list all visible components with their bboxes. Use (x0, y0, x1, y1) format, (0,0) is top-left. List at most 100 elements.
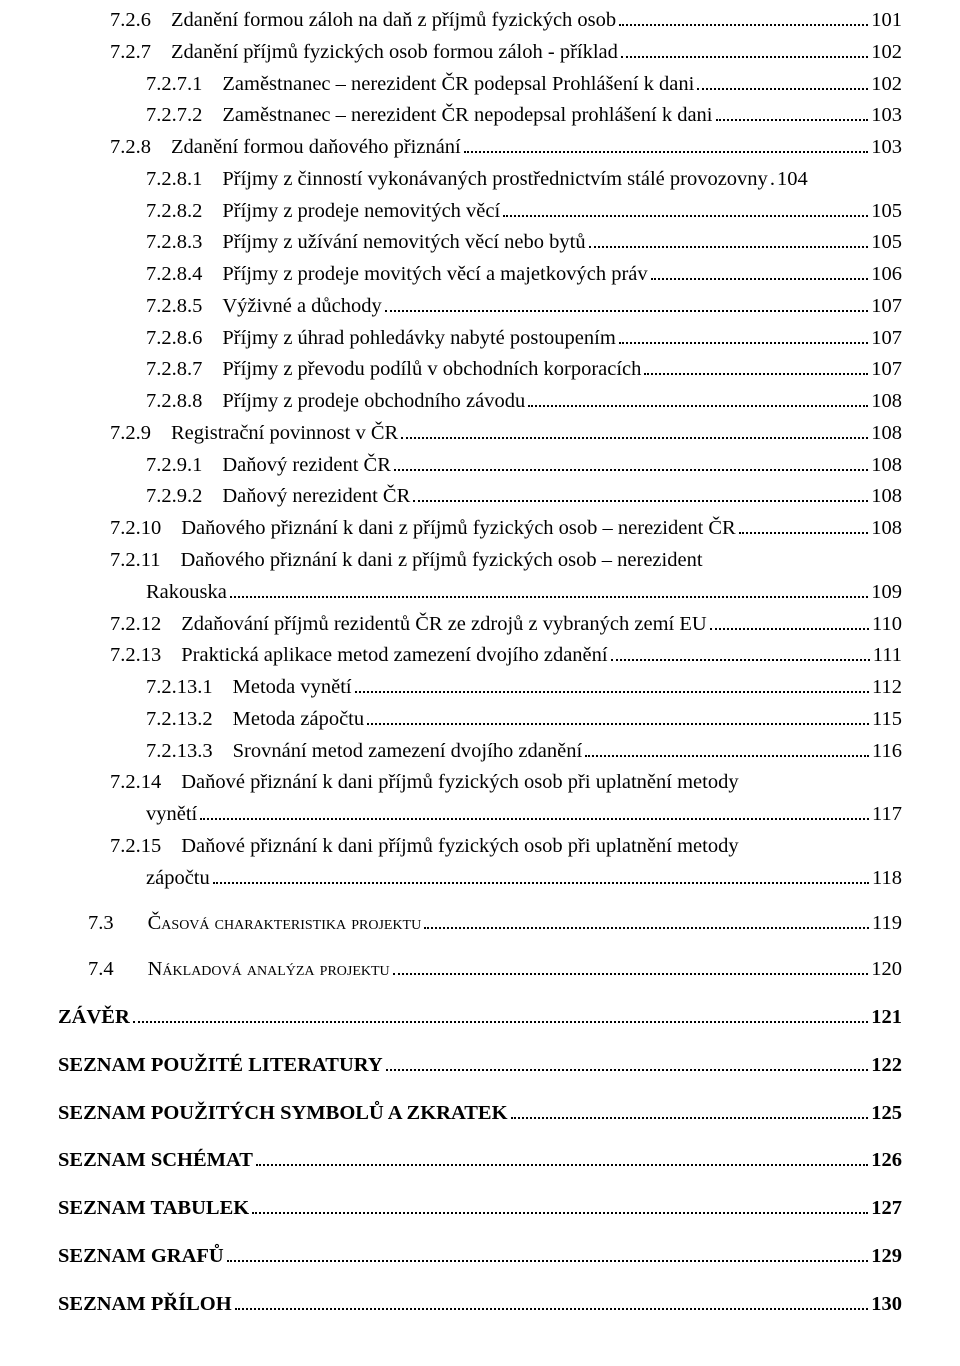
toc-entry: 7.2.8.1Příjmy z činností vykonávaných pr… (58, 164, 902, 196)
toc-number: 7.2.13.2 (146, 704, 233, 736)
toc-title: SEZNAM TABULEK (58, 1193, 249, 1225)
toc-title: Příjmy z prodeje movitých věcí a majetko… (222, 259, 647, 291)
toc-page: 102 (871, 37, 902, 69)
dot-leader (651, 278, 869, 280)
toc-number: 7.2.9 (110, 418, 171, 450)
toc-number: 7.2.8.7 (146, 354, 222, 386)
toc-title: Příjmy z užívání nemovitých věcí nebo by… (222, 227, 585, 259)
toc-page: 104 (777, 164, 808, 196)
toc-number: 7.2.9.1 (146, 450, 222, 482)
toc-list: 7.2.6Zdanění formou záloh na daň z příjm… (58, 5, 902, 894)
toc-page: 108 (871, 450, 902, 482)
toc-section: SEZNAM GRAFŮ129 (58, 1241, 902, 1273)
toc-title: Zdanění příjmů fyzických osob formou zál… (171, 37, 618, 69)
dot-leader (385, 310, 868, 312)
toc-title: Zaměstnanec – nerezident ČR nepodepsal p… (222, 100, 712, 132)
toc-title: SEZNAM GRAFŮ (58, 1241, 224, 1273)
toc-section: ZÁVĚR121 (58, 1002, 902, 1034)
toc-page: 111 (873, 640, 902, 672)
toc-page: 107 (871, 291, 902, 323)
dot-leader (394, 469, 868, 471)
dot-leader (619, 342, 868, 344)
dot-leader (503, 215, 868, 217)
toc-entry: 7.2.9.2Daňový nerezident ČR 108 (58, 481, 902, 513)
toc-page: 126 (871, 1145, 902, 1177)
dot-leader (413, 500, 868, 502)
toc-entry: 7.2.8.2Příjmy z prodeje nemovitých věcí1… (58, 196, 902, 228)
toc-title: Zdanění formou záloh na daň z příjmů fyz… (171, 5, 616, 37)
toc-title: Metoda vynětí (233, 672, 352, 704)
toc-number: 7.2.6 (110, 5, 171, 37)
toc-title: Registrační povinnost v ČR (171, 418, 398, 450)
toc-entry: 7.2.8.4Příjmy z prodeje movitých věcí a … (58, 259, 902, 291)
toc-title: SEZNAM POUŽITÉ LITERATURY (58, 1050, 383, 1082)
toc-page: 112 (872, 672, 902, 704)
toc-entry-continuation: Rakouska 109 (58, 577, 902, 609)
toc-entry: 7.2.13.1Metoda vynětí112 (58, 672, 902, 704)
toc-entry-7-4: 7.4 Nákladová analýza projektu 120 (58, 954, 902, 986)
toc-page: 106 (871, 259, 902, 291)
toc-page: 108 (871, 513, 902, 545)
toc-title: Výživné a důchody (222, 291, 381, 323)
toc-entry: 7.2.8.3Příjmy z užívání nemovitých věcí … (58, 227, 902, 259)
toc-number: 7.2.9.2 (146, 481, 222, 513)
toc-entry: 7.2.14Daňové přiznání k dani příjmů fyzi… (58, 767, 902, 799)
dot-leader (716, 119, 869, 121)
toc-title: SEZNAM POUŽITÝCH SYMBOLŮ A ZKRATEK (58, 1098, 508, 1130)
toc-entry: 7.2.8.8Příjmy z prodeje obchodního závod… (58, 386, 902, 418)
toc-page: 108 (871, 481, 902, 513)
toc-title: Daňové přiznání k dani příjmů fyzických … (181, 767, 738, 799)
toc-title: Daňový nerezident ČR (222, 481, 410, 513)
toc-title: Příjmy z úhrad pohledávky nabyté postoup… (222, 323, 615, 355)
toc-title: Daňového přiznání k dani z příjmů fyzick… (181, 513, 735, 545)
toc-entry: 7.2.7.1Zaměstnanec – nerezident ČR podep… (58, 69, 902, 101)
dot-leader (200, 818, 869, 820)
toc-entry: 7.2.12Zdaňování příjmů rezidentů ČR ze z… (58, 609, 902, 641)
toc-sections: ZÁVĚR121SEZNAM POUŽITÉ LITERATURY122SEZN… (58, 1002, 902, 1320)
toc-section: SEZNAM SCHÉMAT126 (58, 1145, 902, 1177)
toc-page: 121 (871, 1002, 902, 1034)
toc-number: 7.2.10 (110, 513, 181, 545)
dot-leader (227, 1260, 869, 1262)
toc-page: 101 (871, 5, 902, 37)
toc-title: Časová charakteristika projektu (148, 908, 422, 940)
toc-number: 7.2.14 (110, 767, 181, 799)
dot-leader (511, 1117, 869, 1119)
toc-section: SEZNAM TABULEK127 (58, 1193, 902, 1225)
toc-page: 119 (872, 908, 902, 940)
toc-page: 130 (871, 1289, 902, 1321)
dot-leader (367, 723, 869, 725)
toc-entry: 7.2.9.1Daňový rezident ČR 108 (58, 450, 902, 482)
toc-number: 7.2.13 (110, 640, 181, 672)
toc-page: 122 (871, 1050, 902, 1082)
dot-leader (585, 755, 869, 757)
toc-number: 7.2.7 (110, 37, 171, 69)
toc-entry: SEZNAM POUŽITÉ LITERATURY 122 (58, 1050, 902, 1082)
dot-leader (697, 88, 868, 90)
toc-title: Zdanění formou daňového přiznání (171, 132, 461, 164)
toc-page: 103 (871, 100, 902, 132)
toc-number: 7.2.8.1 (146, 164, 222, 196)
toc-page: 108 (871, 418, 902, 450)
toc-entry: 7.2.13.2Metoda zápočtu115 (58, 704, 902, 736)
toc-entry: 7.2.7.2Zaměstnanec – nerezident ČR nepod… (58, 100, 902, 132)
dot-leader (133, 1021, 868, 1023)
toc-page: 109 (871, 577, 902, 609)
toc-page: 102 (871, 69, 902, 101)
toc-title-cont: Rakouska (146, 577, 227, 609)
toc-title: Daňový rezident ČR (222, 450, 391, 482)
dot-leader (230, 596, 868, 598)
toc-title: Zaměstnanec – nerezident ČR podepsal Pro… (222, 69, 694, 101)
toc-entry: 7.2.9Registrační povinnost v ČR 108 (58, 418, 902, 450)
toc-entry: 7.2.15Daňové přiznání k dani příjmů fyzi… (58, 831, 902, 863)
toc-number: 7.2.13.3 (146, 736, 233, 768)
toc-number: 7.2.8.8 (146, 386, 222, 418)
toc-entry: 7.2.13.3Srovnání metod zamezení dvojího … (58, 736, 902, 768)
toc-number: 7.2.7.2 (146, 100, 222, 132)
toc-number: 7.2.7.1 (146, 69, 222, 101)
toc-title: Srovnání metod zamezení dvojího zdanění (233, 736, 583, 768)
toc-title: Praktická aplikace metod zamezení dvojíh… (181, 640, 607, 672)
toc-page: 107 (871, 323, 902, 355)
toc-number: 7.2.8.2 (146, 196, 222, 228)
toc-title: Příjmy z prodeje obchodního závodu (222, 386, 525, 418)
